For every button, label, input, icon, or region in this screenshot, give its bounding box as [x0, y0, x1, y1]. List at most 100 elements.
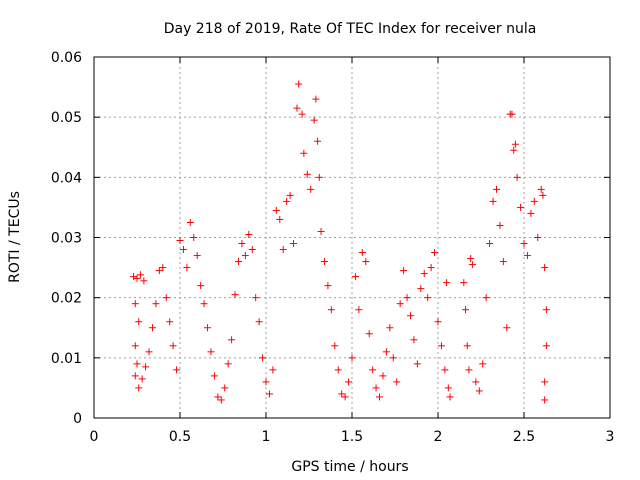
y-tick-label: 0.01: [51, 351, 82, 367]
data-point: [406, 312, 414, 320]
x-tick-label: 1.5: [341, 429, 363, 445]
data-point: [396, 300, 404, 308]
data-point: [362, 258, 370, 266]
data-point: [298, 110, 306, 118]
data-point: [365, 330, 373, 338]
data-point: [238, 240, 246, 248]
data-point: [190, 234, 198, 241]
data-point: [241, 252, 249, 260]
data-point: [410, 336, 418, 344]
data-point: [221, 384, 229, 392]
data-point: [300, 149, 308, 157]
data-point: [135, 318, 143, 326]
data-point: [348, 354, 356, 362]
data-point: [511, 140, 519, 148]
data-point: [431, 249, 439, 257]
data-point: [286, 191, 294, 199]
data-point: [290, 240, 298, 248]
data-point: [210, 372, 218, 380]
data-point: [142, 363, 150, 371]
data-point: [403, 294, 411, 302]
data-point: [537, 185, 545, 193]
data-point: [465, 366, 473, 374]
data-point: [475, 387, 483, 395]
data-point: [312, 95, 320, 103]
data-point: [345, 378, 353, 386]
data-point: [145, 348, 153, 356]
y-tick-label: 0.06: [51, 50, 82, 66]
data-point: [133, 360, 141, 368]
data-point: [279, 246, 287, 254]
y-tick-label: 0.02: [51, 291, 82, 307]
data-point: [482, 294, 490, 302]
data-point: [424, 294, 432, 302]
data-point: [234, 258, 242, 266]
data-point: [534, 234, 542, 241]
data-point: [176, 237, 184, 245]
data-point: [541, 396, 549, 404]
data-point: [324, 282, 332, 290]
data-point: [517, 203, 525, 211]
data-point: [460, 279, 468, 287]
data-point: [386, 324, 394, 332]
data-point: [441, 366, 449, 374]
data-point: [136, 271, 144, 279]
data-point: [276, 215, 284, 223]
data-point: [159, 264, 167, 272]
data-point: [183, 264, 191, 272]
data-point: [331, 342, 339, 350]
data-point: [214, 393, 222, 401]
data-point: [131, 300, 139, 308]
data-point: [269, 366, 277, 374]
data-point: [231, 291, 239, 299]
data-point: [217, 396, 225, 404]
data-point: [472, 378, 480, 386]
data-point: [351, 273, 359, 281]
data-point: [173, 366, 181, 374]
data-point: [295, 80, 303, 88]
data-point: [496, 221, 504, 229]
data-point: [255, 318, 263, 326]
y-axis-label: ROTI / TECUs: [7, 191, 23, 283]
data-point: [193, 252, 201, 260]
data-point: [486, 240, 494, 248]
data-point: [207, 348, 215, 356]
x-tick-label: 0.5: [169, 429, 191, 445]
data-point: [272, 206, 280, 214]
data-point: [541, 264, 549, 272]
data-point: [317, 227, 325, 235]
data-point: [245, 230, 253, 238]
x-tick-label: 2.5: [513, 429, 535, 445]
data-point: [197, 282, 205, 290]
data-point: [334, 366, 342, 374]
data-points: [130, 80, 550, 404]
data-point: [444, 384, 452, 392]
data-point: [355, 306, 363, 314]
data-point: [200, 300, 208, 308]
data-point: [133, 274, 141, 282]
axis-ticks: 0 0.5 1 1.5 2 2.5 3 0 0.01 0.02 0.03 0.04 0.05 0.06: [51, 50, 615, 445]
data-point: [389, 354, 397, 362]
data-point: [513, 173, 521, 181]
data-point: [358, 249, 366, 257]
x-tick-label: 1: [262, 429, 271, 445]
y-tick-label: 0.04: [51, 170, 82, 186]
data-point: [413, 360, 421, 368]
data-point: [489, 197, 497, 205]
data-point: [434, 318, 442, 326]
x-axis-label: GPS time / hours: [291, 459, 408, 475]
data-point: [204, 324, 212, 332]
data-point: [443, 279, 451, 287]
data-point: [468, 261, 476, 269]
data-point: [503, 324, 511, 332]
data-point: [155, 267, 163, 275]
data-point: [307, 185, 315, 193]
data-point: [523, 252, 531, 260]
data-point: [376, 393, 384, 401]
data-point: [130, 273, 138, 281]
data-point: [131, 372, 139, 380]
x-tick-label: 0: [90, 429, 99, 445]
data-point: [499, 258, 507, 266]
data-point: [462, 306, 470, 314]
